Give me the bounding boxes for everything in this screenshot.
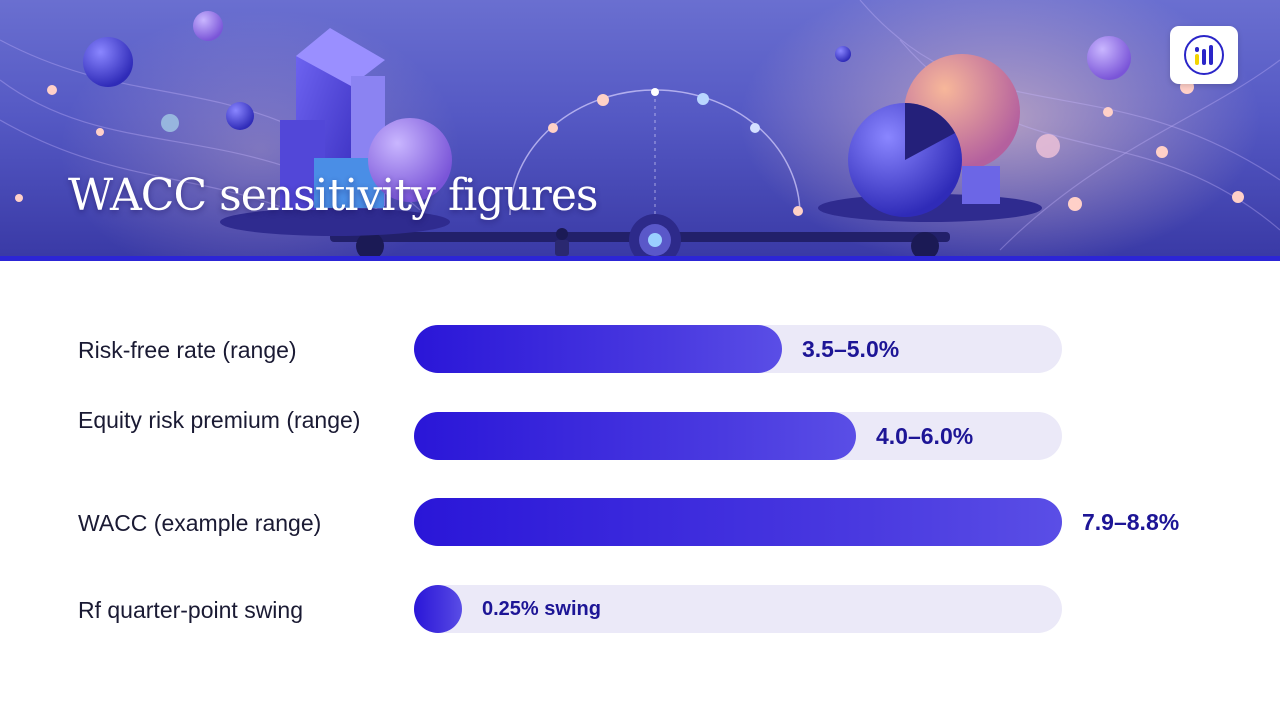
banner-illustration: [0, 0, 1280, 256]
category-label: Rf quarter-point swing: [78, 597, 303, 623]
logo-badge: [1170, 26, 1238, 84]
header-banner: WACC sensitivity figures: [0, 0, 1280, 256]
category-label: Equity risk premium (range): [78, 407, 361, 433]
bar-row-risk-free-rate: Risk-free rate (range) 3.5–5.0%: [0, 325, 1280, 373]
bar-track: [414, 498, 1062, 546]
header-divider: [0, 256, 1280, 261]
slide-title: WACC sensitivity figures: [68, 170, 598, 221]
bar-value-label: 7.9–8.8%: [1082, 509, 1180, 535]
category-label: Risk-free rate (range): [78, 337, 297, 363]
bar-fill: [414, 585, 462, 633]
bar-row-equity-risk-premium: Equity risk premium (range) 4.0–6.0%: [0, 407, 1280, 460]
bar-fill: [414, 498, 1062, 546]
bar-track: [414, 412, 1062, 460]
bar-row-wacc: WACC (example range) 7.9–8.8%: [0, 498, 1280, 546]
bar-value-label: 0.25% swing: [482, 598, 601, 620]
bar-fill: [414, 325, 782, 373]
category-label: WACC (example range): [78, 510, 322, 536]
bar-row-rf-quarter-point-swing: Rf quarter-point swing 0.25% swing: [0, 585, 1280, 633]
bar-value-label: 3.5–5.0%: [802, 336, 900, 362]
bar-chart-logo-icon: [1184, 35, 1224, 75]
bar-track: [414, 585, 1062, 633]
bar-track: [414, 325, 1062, 373]
bar-fill: [414, 412, 856, 460]
bar-value-label: 4.0–6.0%: [876, 423, 974, 449]
